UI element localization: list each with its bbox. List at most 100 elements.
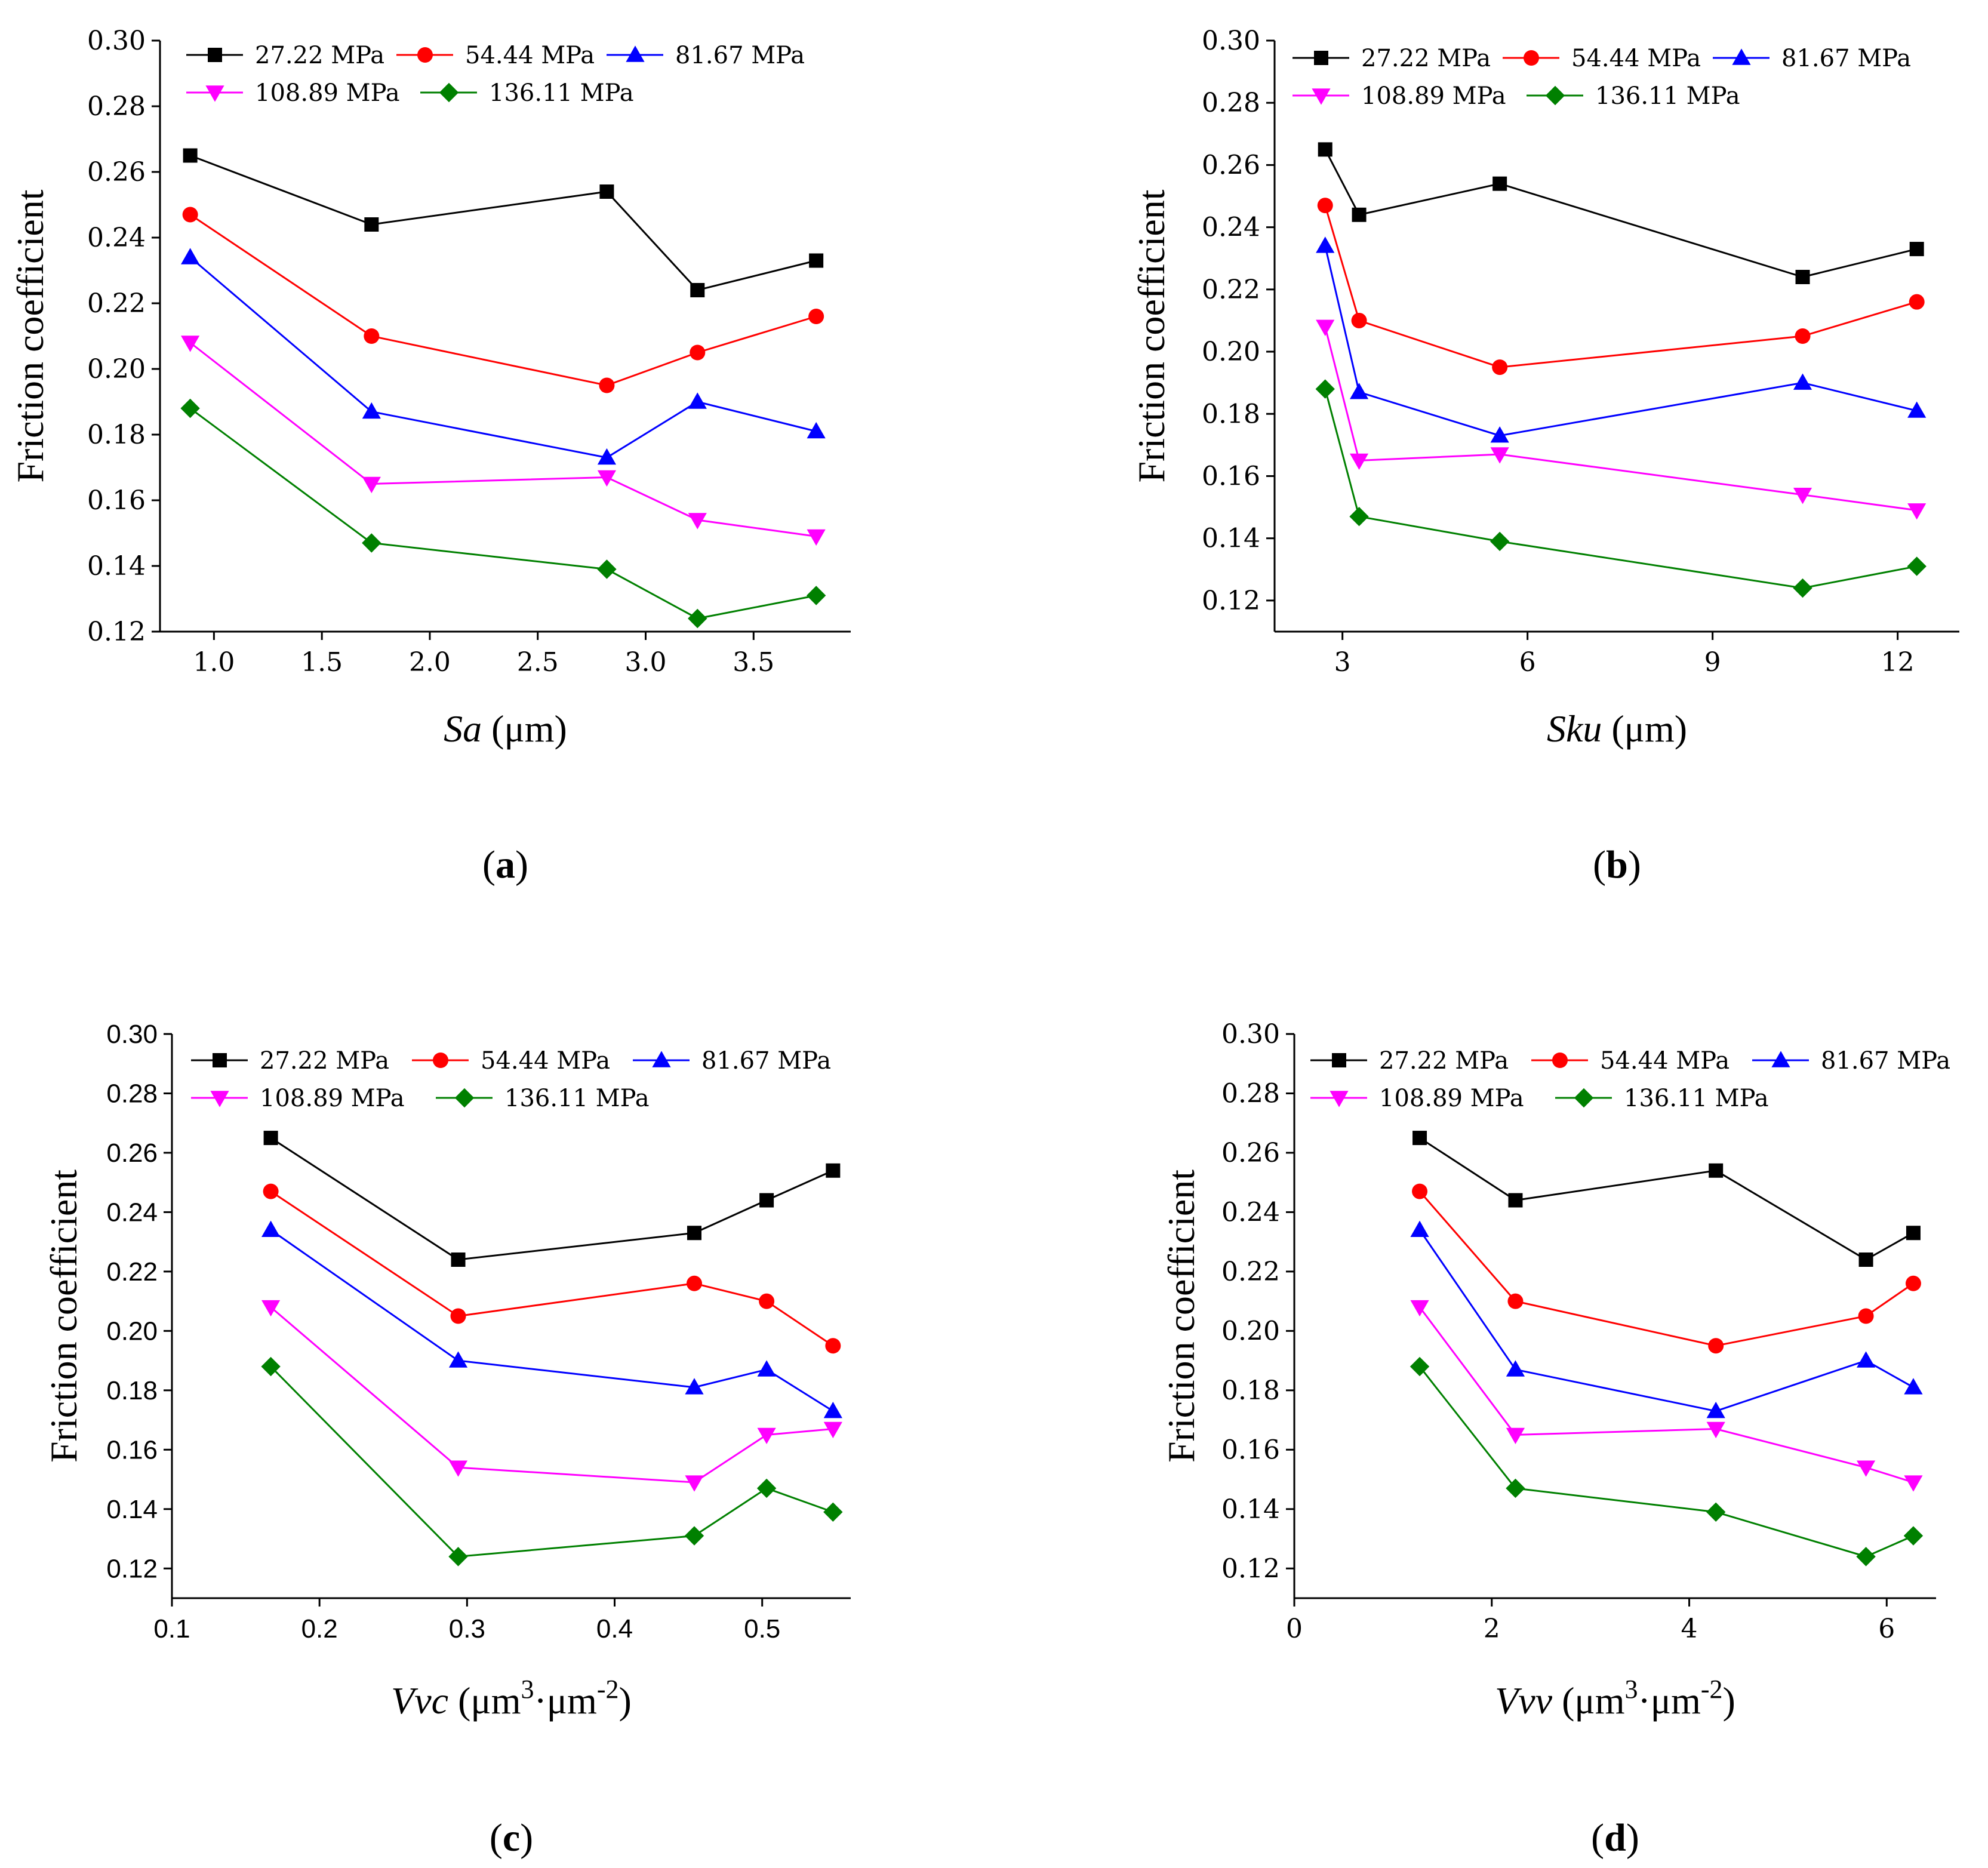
x-axis-label-part: ·μm xyxy=(1638,1679,1700,1722)
legend-entry: 81.67 MPa xyxy=(607,42,805,69)
data-point xyxy=(1905,1275,1921,1291)
data-point xyxy=(757,1360,776,1377)
data-point xyxy=(1907,556,1927,576)
y-tick-label: 0.30 xyxy=(1221,1019,1280,1050)
legend-label: 27.22 MPa xyxy=(1361,45,1491,72)
data-point xyxy=(1349,453,1369,470)
legend-label: 108.89 MPa xyxy=(260,1085,405,1112)
y-tick-label: 0.22 xyxy=(87,288,146,319)
x-axis-label-part: ) xyxy=(619,1679,632,1722)
data-point xyxy=(685,1475,704,1492)
x-axis-label-part: 3 xyxy=(521,1675,534,1704)
y-tick-label: 0.20 xyxy=(87,354,146,384)
data-point xyxy=(364,217,379,232)
legend-entry: 54.44 MPa xyxy=(1531,1047,1730,1075)
legend-marker xyxy=(652,1051,671,1067)
data-point xyxy=(180,398,200,418)
data-point xyxy=(757,1427,776,1445)
y-tick-label: 0.12 xyxy=(1221,1553,1280,1584)
y-tick-label: 0.26 xyxy=(87,157,146,187)
legend-entry: 136.11 MPa xyxy=(420,79,634,107)
x-axis-label-part: -2 xyxy=(597,1675,619,1704)
legend-label: 136.11 MPa xyxy=(1595,82,1740,110)
data-point xyxy=(362,533,381,553)
legend-marker xyxy=(626,45,645,62)
legend-label: 108.89 MPa xyxy=(1379,1085,1524,1112)
legend-entry: 27.22 MPa xyxy=(1310,1047,1509,1075)
series-line xyxy=(1324,245,1918,437)
data-point xyxy=(807,421,826,439)
panel-label: (b) xyxy=(1593,843,1641,887)
data-point xyxy=(1507,1293,1524,1309)
legend-marker xyxy=(1314,51,1328,65)
y-tick-label: 0.28 xyxy=(1221,1078,1280,1109)
data-point xyxy=(1856,1547,1876,1567)
data-point xyxy=(181,248,200,264)
chart-panel-d: 0.12 0.14 0.16 0.18 0.20 0.22 0.24 0.26 0.28 0.30… xyxy=(1160,1019,1950,1860)
data-point xyxy=(1706,1421,1725,1439)
y-tick-label: 0.26 xyxy=(1202,150,1260,180)
legend-entry: 136.11 MPa xyxy=(436,1085,650,1112)
data-point xyxy=(597,470,617,487)
y-tick-label: 0.28 xyxy=(106,1079,158,1108)
y-tick-label: 0.20 xyxy=(1202,337,1260,367)
x-axis-label-part: ) xyxy=(1723,1679,1735,1722)
y-tick-label: 0.12 xyxy=(1202,586,1260,616)
data-point xyxy=(1858,1308,1874,1324)
x-tick-label: 9 xyxy=(1704,647,1721,678)
data-point xyxy=(1708,1338,1724,1354)
legend-entry: 136.11 MPa xyxy=(1555,1085,1769,1112)
x-tick-label: 0.5 xyxy=(744,1614,780,1644)
data-point xyxy=(1706,1502,1726,1522)
legend-label: 54.44 MPa xyxy=(1571,45,1701,72)
x-tick-label: 0.2 xyxy=(301,1614,338,1644)
y-tick-label: 0.24 xyxy=(106,1198,158,1227)
y-tick-label: 0.16 xyxy=(106,1435,158,1464)
legend-label: 108.89 MPa xyxy=(255,79,400,107)
y-tick-label: 0.16 xyxy=(1221,1435,1280,1465)
data-point xyxy=(1352,207,1367,222)
x-tick-label: 0.1 xyxy=(153,1614,190,1644)
data-point xyxy=(807,529,826,546)
data-point xyxy=(183,148,198,163)
data-point xyxy=(362,476,381,494)
data-point xyxy=(1906,1226,1921,1241)
data-point xyxy=(448,1460,468,1477)
data-point xyxy=(825,1338,841,1354)
data-point xyxy=(450,1308,466,1324)
legend-label: 54.44 MPa xyxy=(1600,1047,1730,1075)
series-line xyxy=(270,1190,834,1347)
data-point xyxy=(1856,1351,1876,1368)
legend-entry: 27.22 MPa xyxy=(186,42,384,69)
legend-label: 81.67 MPa xyxy=(675,42,805,69)
x-axis-label-part: (μm xyxy=(1552,1679,1624,1722)
legend-entry: 27.22 MPa xyxy=(191,1047,389,1075)
data-point xyxy=(684,1526,704,1546)
legend-entry: 108.89 MPa xyxy=(1292,82,1506,110)
data-point xyxy=(261,1300,281,1317)
y-tick-label: 0.16 xyxy=(87,485,146,516)
data-point xyxy=(823,1421,842,1439)
series-line xyxy=(189,341,817,537)
data-point xyxy=(1795,270,1810,284)
data-point xyxy=(263,1131,278,1146)
legend-marker xyxy=(439,82,459,103)
data-point xyxy=(1903,1526,1924,1546)
panel-label: (a) xyxy=(482,843,528,887)
y-tick-label: 0.12 xyxy=(87,617,146,647)
x-tick-label: 0 xyxy=(1286,1614,1303,1644)
data-point xyxy=(1349,507,1369,527)
x-axis-label: Vvv (μm3·μm-2) xyxy=(1495,1675,1735,1722)
series-line xyxy=(1324,205,1918,368)
y-tick-label: 0.14 xyxy=(1221,1494,1280,1525)
data-point xyxy=(1412,1183,1428,1199)
legend-label: 81.67 MPa xyxy=(1821,1047,1950,1075)
data-point xyxy=(599,184,614,199)
data-point xyxy=(1909,294,1925,310)
legend-marker xyxy=(205,85,224,102)
x-axis-label-part: Vvc xyxy=(391,1679,448,1722)
data-point xyxy=(1316,236,1335,253)
data-point xyxy=(1856,1460,1876,1477)
y-axis-label: Friction coefficient xyxy=(42,1170,85,1463)
